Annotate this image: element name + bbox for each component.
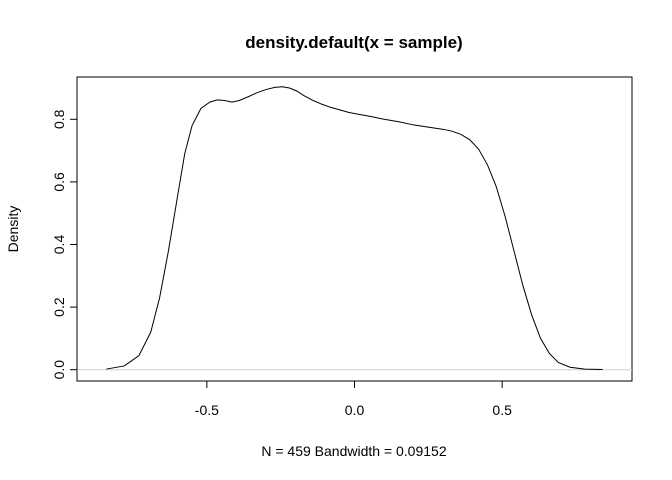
y-axis-label: Density: [5, 206, 21, 253]
x-tick-label: 0.0: [345, 402, 365, 418]
x-axis-label: N = 459 Bandwidth = 0.09152: [261, 443, 446, 459]
y-tick-label: 0.2: [51, 297, 67, 317]
density-curve: [106, 86, 603, 371]
y-tick-label: 0.0: [51, 360, 67, 380]
chart-title: density.default(x = sample): [245, 33, 462, 52]
x-tick-label: 0.5: [492, 402, 512, 418]
x-tick-label: -0.5: [195, 402, 219, 418]
y-tick-label: 0.6: [51, 172, 67, 192]
y-tick-label: 0.8: [51, 109, 67, 129]
plot-frame: [76, 76, 633, 382]
x-axis: -0.5 0.0 0.5: [195, 380, 512, 418]
y-axis: 0.0 0.2 0.4 0.6 0.8: [51, 109, 78, 380]
y-tick-label: 0.4: [51, 235, 67, 255]
